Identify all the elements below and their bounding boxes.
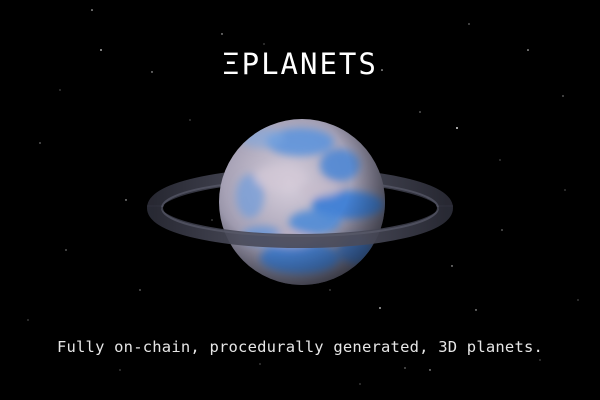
star [100, 49, 102, 51]
star [468, 23, 470, 25]
star [499, 159, 501, 161]
star [329, 289, 331, 291]
star [59, 89, 61, 91]
star [65, 249, 67, 251]
star [119, 369, 121, 371]
star [475, 309, 477, 311]
star [189, 119, 191, 121]
star [211, 219, 213, 221]
star [125, 199, 127, 201]
star [564, 189, 566, 191]
star [577, 299, 579, 301]
star [456, 127, 458, 129]
star [359, 383, 361, 385]
star [381, 69, 383, 71]
star [263, 43, 265, 45]
star [151, 71, 153, 73]
star [91, 9, 93, 11]
star [39, 142, 41, 144]
star [451, 265, 453, 267]
planet-ring-front [147, 205, 453, 248]
star [259, 363, 261, 365]
brand-logo: ΞPLANETS [222, 47, 378, 81]
planet-body [219, 119, 385, 285]
star [379, 307, 381, 309]
star [139, 289, 141, 291]
star [404, 367, 406, 369]
star [27, 319, 29, 321]
stars [27, 9, 579, 385]
star [539, 359, 541, 361]
star [562, 95, 564, 97]
star [501, 229, 503, 231]
star [527, 49, 529, 51]
tagline: Fully on-chain, procedurally generated, … [56, 338, 544, 356]
star [429, 369, 431, 371]
star [419, 111, 421, 113]
star [221, 33, 223, 35]
